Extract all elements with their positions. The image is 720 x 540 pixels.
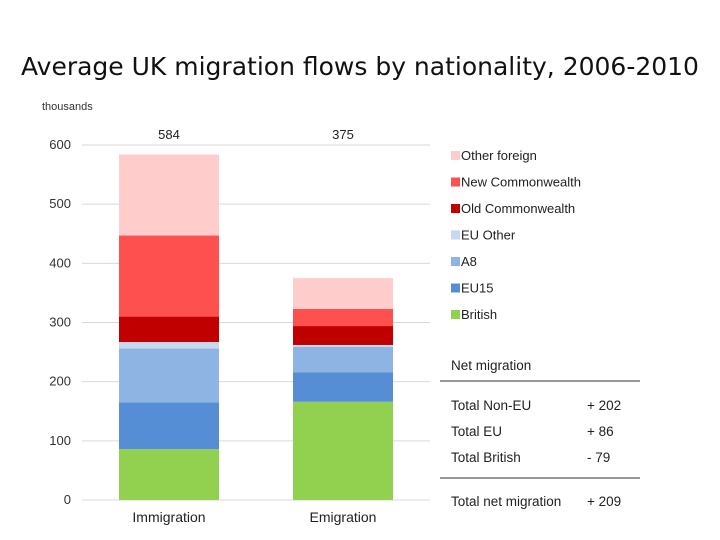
y-tick-label: 0 <box>64 492 71 507</box>
y-tick-label: 200 <box>49 374 71 389</box>
bar-total-label: 584 <box>158 127 180 142</box>
bar-segment-old-commonwealth <box>293 326 393 345</box>
bar-segment-a8 <box>119 348 219 403</box>
legend-label: EU15 <box>461 281 494 296</box>
y-unit-label: thousands <box>42 101 93 113</box>
row-label-eu: Total EU <box>451 424 502 439</box>
net-migration-header: Net migration <box>451 358 531 373</box>
legend-label: New Commonwealth <box>461 175 581 190</box>
bar-totals: 584 375 <box>158 127 354 142</box>
bar-segment-eu15 <box>293 372 393 402</box>
bar-segment-eu-other <box>293 344 393 347</box>
legend-swatch <box>451 230 460 240</box>
bar-total-label: 375 <box>332 127 354 142</box>
row-value-non-eu: + 202 <box>587 398 621 413</box>
legend-swatch <box>451 310 460 319</box>
row-value-eu: + 86 <box>587 424 614 439</box>
bar-segment-other-foreign <box>119 154 219 236</box>
bar-segment-eu15 <box>119 402 219 450</box>
row-value-british: - 79 <box>587 450 610 465</box>
total-net-value: + 209 <box>587 494 621 509</box>
row-label-british: Total British <box>451 450 521 465</box>
bar-segment-other-foreign <box>293 278 393 309</box>
legend-swatch <box>451 204 460 213</box>
total-net-label: Total net migration <box>451 494 561 509</box>
legend-label: A8 <box>461 254 477 269</box>
bar-segment-british <box>293 401 393 500</box>
bars <box>119 154 393 500</box>
y-tick-label: 300 <box>49 315 71 330</box>
legend-label: Old Commonwealth <box>461 201 575 216</box>
chart-title: Average UK migration flows by nationalit… <box>21 52 699 81</box>
x-axis-categories: Immigration Emigration <box>132 509 376 525</box>
y-axis-ticks: 0 100 200 300 400 500 600 <box>49 137 71 507</box>
x-category-label: Immigration <box>132 509 205 525</box>
legend-swatch <box>451 151 460 160</box>
bar-segment-a8 <box>293 346 393 373</box>
legend-swatch <box>451 257 460 266</box>
bar-segment-british <box>119 449 219 500</box>
legend: Other foreign New Commonwealth Old Commonw… <box>451 148 581 322</box>
legend-swatch <box>451 283 460 293</box>
legend-label: EU Other <box>461 228 516 243</box>
y-tick-label: 100 <box>49 433 71 448</box>
y-tick-label: 400 <box>49 255 71 270</box>
bar-segment-eu-other <box>119 342 219 349</box>
legend-swatch <box>451 177 460 187</box>
bar-segment-old-commonwealth <box>119 316 219 343</box>
y-tick-label: 600 <box>49 137 71 152</box>
row-label-non-eu: Total Non-EU <box>451 398 531 413</box>
legend-label: British <box>461 307 497 322</box>
x-category-label: Emigration <box>310 509 377 525</box>
legend-label: Other foreign <box>461 148 537 163</box>
bar-segment-new-commonwealth <box>119 235 219 317</box>
bar-segment-new-commonwealth <box>293 308 393 327</box>
net-migration-table: Net migration Total Non-EU + 202 Total E… <box>440 358 640 509</box>
y-tick-label: 500 <box>49 196 71 211</box>
